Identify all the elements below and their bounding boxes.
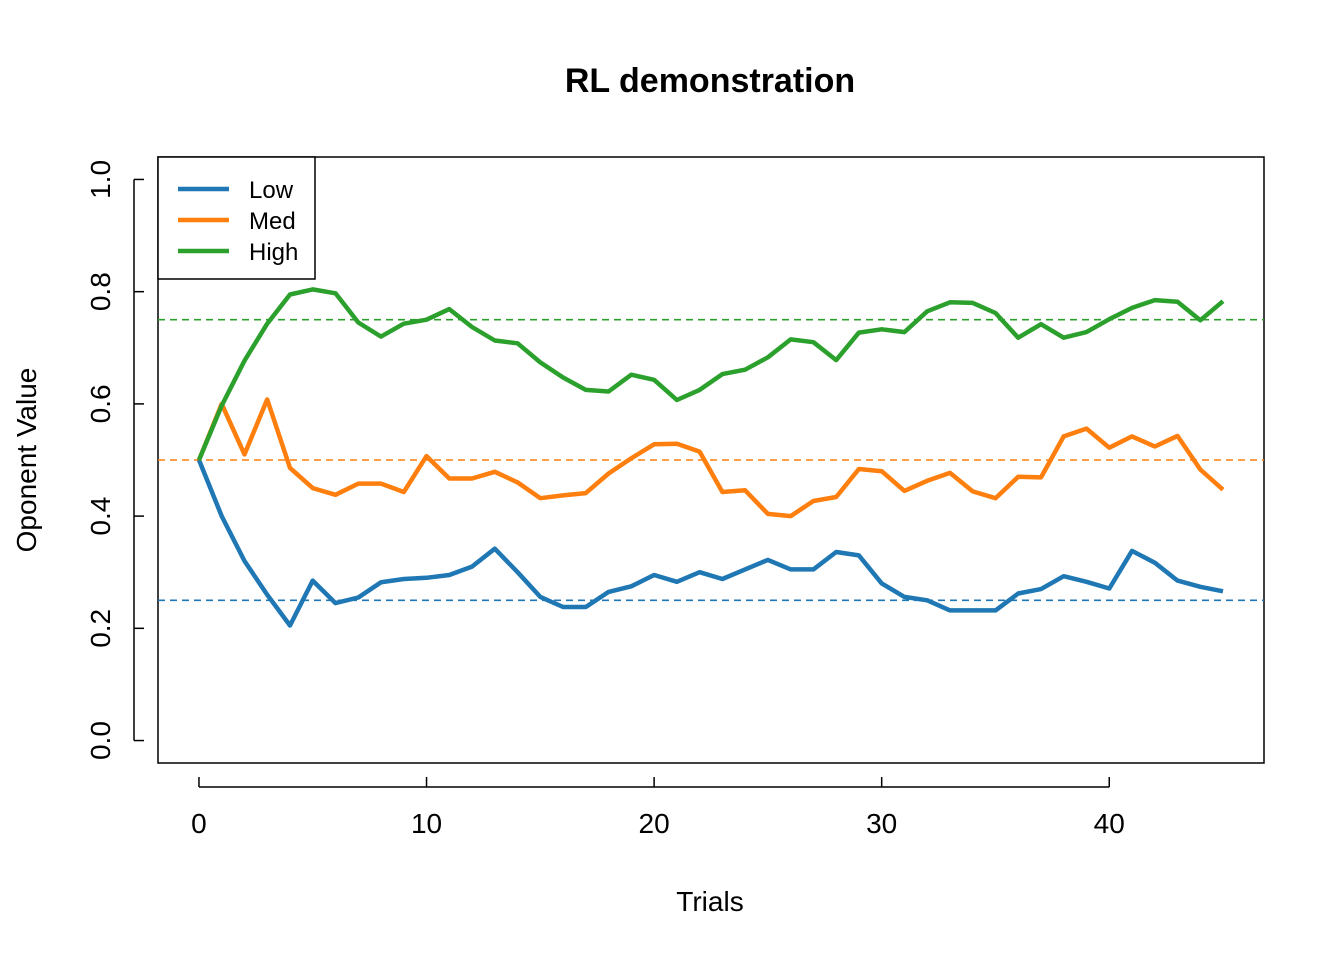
x-tick-label: 40 xyxy=(1094,808,1125,839)
y-tick-label: 0.8 xyxy=(85,272,116,311)
y-tick-label: 0.4 xyxy=(85,497,116,536)
y-tick-label: 0.0 xyxy=(85,721,116,760)
x-tick-label: 10 xyxy=(411,808,442,839)
x-tick-label: 30 xyxy=(866,808,897,839)
y-tick-label: 0.6 xyxy=(85,384,116,423)
y-axis-label: Oponent Value xyxy=(11,368,42,553)
legend-label-high: High xyxy=(249,239,298,266)
legend: Low Med High xyxy=(157,156,316,280)
reference-lines xyxy=(158,318,1264,602)
series-line-low xyxy=(196,459,1224,628)
series-line-high xyxy=(196,287,1225,461)
series-lines xyxy=(196,287,1225,628)
legend-label-med: Med xyxy=(249,208,296,235)
chart-title: RL demonstration xyxy=(565,62,855,100)
x-axis-label: Trials xyxy=(676,886,743,917)
y-axis: 0.0 0.2 0.4 0.6 0.8 1.0 xyxy=(85,160,144,760)
legend-label-low: Low xyxy=(249,177,294,204)
series-line-med xyxy=(196,397,1225,519)
x-tick-label: 20 xyxy=(639,808,670,839)
x-tick-label: 0 xyxy=(191,808,207,839)
y-tick-label: 0.2 xyxy=(85,609,116,648)
x-axis: 0 10 20 30 40 xyxy=(191,777,1125,839)
y-tick-label: 1.0 xyxy=(85,160,116,199)
